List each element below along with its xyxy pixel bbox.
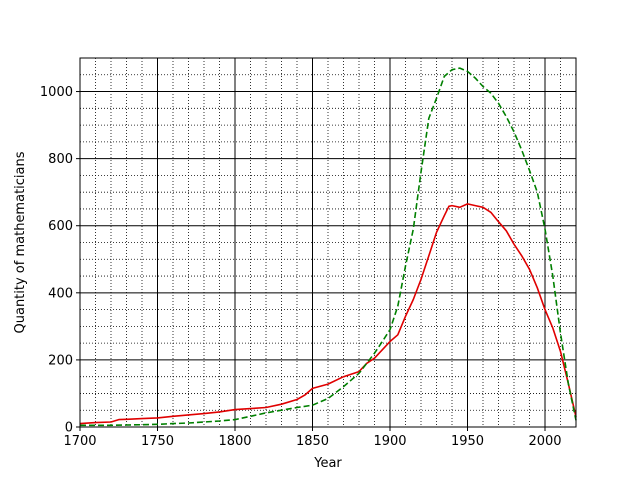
- y-tick-label: 0: [65, 421, 73, 436]
- axis-ticks: 1700 1750 1800 1850 1900 1950 2000 0 200 400 600 80…: [40, 85, 562, 449]
- x-tick-label: 1700: [63, 434, 96, 449]
- y-tick-label: 200: [48, 353, 73, 368]
- x-tick-label: 1950: [451, 434, 484, 449]
- x-tick-label: 1800: [218, 434, 251, 449]
- plot-frame: [79, 57, 577, 428]
- series-line-1: [79, 203, 577, 425]
- series-line-2: [80, 67, 577, 427]
- x-tick-label: 1750: [141, 434, 174, 449]
- y-tick-label: 400: [48, 286, 73, 301]
- series-layer: [79, 67, 577, 427]
- x-tick-label: 1850: [296, 434, 329, 449]
- y-axis-label: Quantity of mathematicians: [13, 151, 28, 333]
- x-tick-label: 1900: [373, 434, 406, 449]
- y-tick-label: 1000: [40, 85, 73, 100]
- x-axis-label: Year: [313, 456, 342, 471]
- y-tick-label: 600: [48, 219, 73, 234]
- major-grid: [79, 58, 576, 428]
- x-tick-label: 2000: [528, 434, 561, 449]
- minor-grid: [80, 57, 577, 427]
- y-tick-label: 800: [48, 152, 73, 167]
